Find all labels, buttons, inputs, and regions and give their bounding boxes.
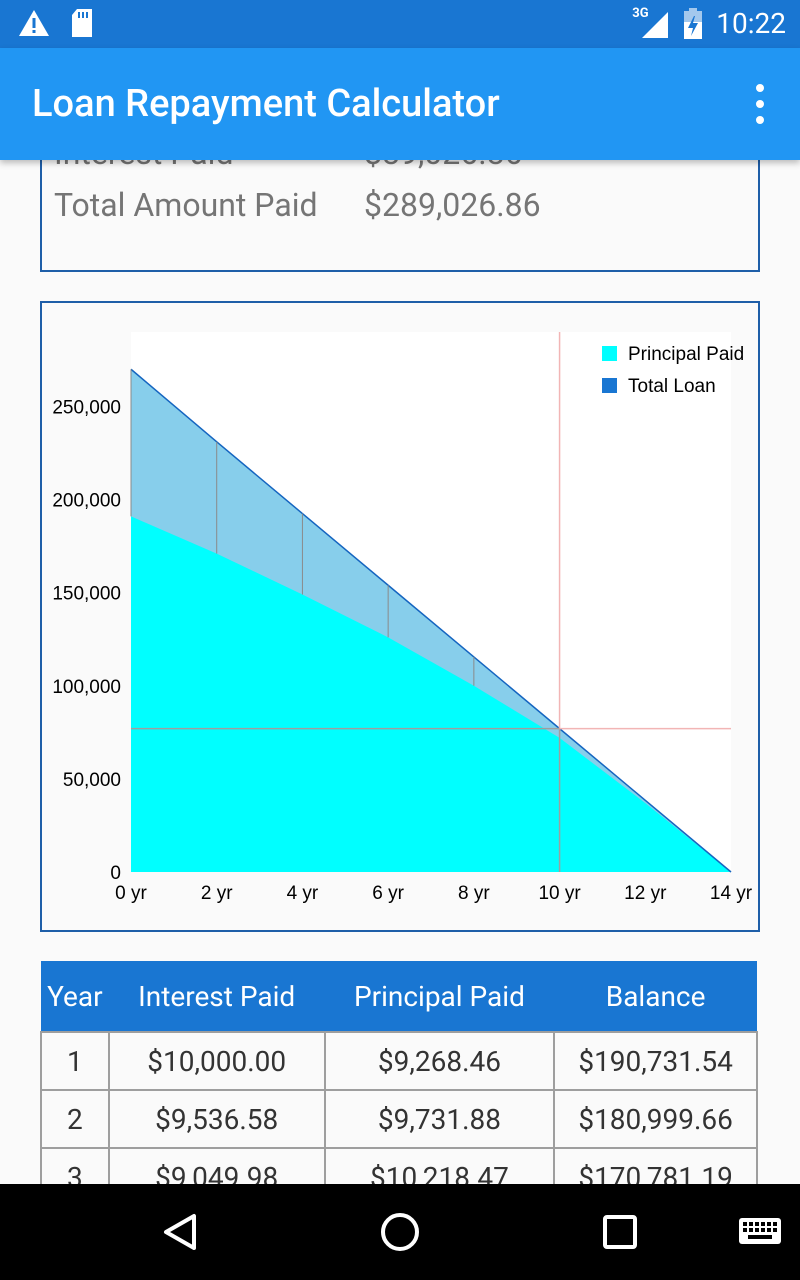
total-label: Total Amount Paid [54,186,318,224]
legend-swatch [602,378,617,393]
x-tick-label: 4 yr [287,883,319,904]
content-scroll[interactable]: Interest Paid $89,026.86 Total Amount Pa… [0,160,800,1184]
y-tick-label: 250,000 [52,397,121,418]
table-header: Year Interest Paid Principal Paid Balanc… [41,961,757,1032]
y-tick-label: 50,000 [63,770,121,791]
cell-interest: $9,536.58 [107,1089,326,1149]
header-year: Year [41,961,109,1032]
header-principal: Principal Paid [324,961,555,1032]
warning-icon [19,10,49,36]
legend-label: Principal Paid [628,344,744,365]
table-row: 3 $9,049.98 $10,218.47 $170,781.19 [40,1147,758,1184]
back-icon[interactable] [160,1208,200,1256]
table-row: 1 $10,000.00 $9,268.46 $190,731.54 [40,1031,758,1091]
sd-card-icon [72,9,92,37]
x-tick-label: 12 yr [624,883,667,904]
amortization-table: Year Interest Paid Principal Paid Balanc… [40,961,760,1184]
x-tick-label: 2 yr [201,883,233,904]
x-tick-label: 6 yr [372,883,404,904]
x-tick-label: 10 yr [538,883,581,904]
cell-interest: $10,000.00 [107,1031,326,1091]
x-tick-label: 8 yr [458,883,490,904]
cell-balance: $170,781.19 [553,1147,758,1184]
y-tick-label: 100,000 [52,677,121,698]
series-principal-paid-area [131,516,731,872]
header-balance: Balance [554,961,757,1032]
total-value: $289,026.86 [364,186,541,224]
cell-principal: $9,731.88 [323,1089,556,1149]
home-icon[interactable] [378,1208,422,1256]
cell-interest: $9,049.98 [107,1147,326,1184]
interest-row: Interest Paid $89,026.86 [54,160,523,172]
cell-balance: $190,731.54 [553,1031,758,1091]
navigation-bar [0,1184,800,1280]
cell-principal: $9,268.46 [323,1031,556,1091]
cell-year: 2 [40,1089,110,1149]
series-total-loan-line [130,368,732,873]
summary-card: Interest Paid $89,026.86 Total Amount Pa… [40,160,760,272]
cell-balance: $180,999.66 [553,1089,758,1149]
recents-icon[interactable] [600,1208,640,1256]
keyboard-icon[interactable] [738,1216,782,1248]
repayment-chart[interactable]: 0 50,000 100,000 150,000 200,000 250,000 0 yr 2… [42,303,758,930]
app-title: Loan Repayment Calculator [32,82,500,126]
app-bar: Loan Repayment Calculator [0,48,800,160]
signal-icon: 3G [632,6,670,40]
legend-label: Total Loan [628,376,716,397]
cell-year: 1 [40,1031,110,1091]
y-tick-label: 150,000 [52,584,121,605]
table-row: 2 $9,536.58 $9,731.88 $180,999.66 [40,1089,758,1149]
header-interest: Interest Paid [108,961,325,1032]
x-tick-label: 0 yr [115,883,147,904]
clock: 10:22 [716,7,786,40]
total-row: Total Amount Paid $289,026.86 [54,186,541,224]
overflow-menu-icon[interactable] [750,84,770,124]
cell-year: 3 [40,1147,110,1184]
cell-principal: $10,218.47 [323,1147,556,1184]
x-tick-label: 14 yr [710,883,753,904]
status-bar: 3G 10:22 [0,0,800,48]
battery-icon [684,8,703,39]
chart-card: 0 50,000 100,000 150,000 200,000 250,000 0 yr 2… [40,301,760,932]
legend-swatch [602,346,617,361]
y-tick-label: 200,000 [52,491,121,512]
interest-label: Interest Paid [54,160,234,172]
y-tick-label: 0 [110,863,121,884]
interest-value: $89,026.86 [364,160,523,172]
